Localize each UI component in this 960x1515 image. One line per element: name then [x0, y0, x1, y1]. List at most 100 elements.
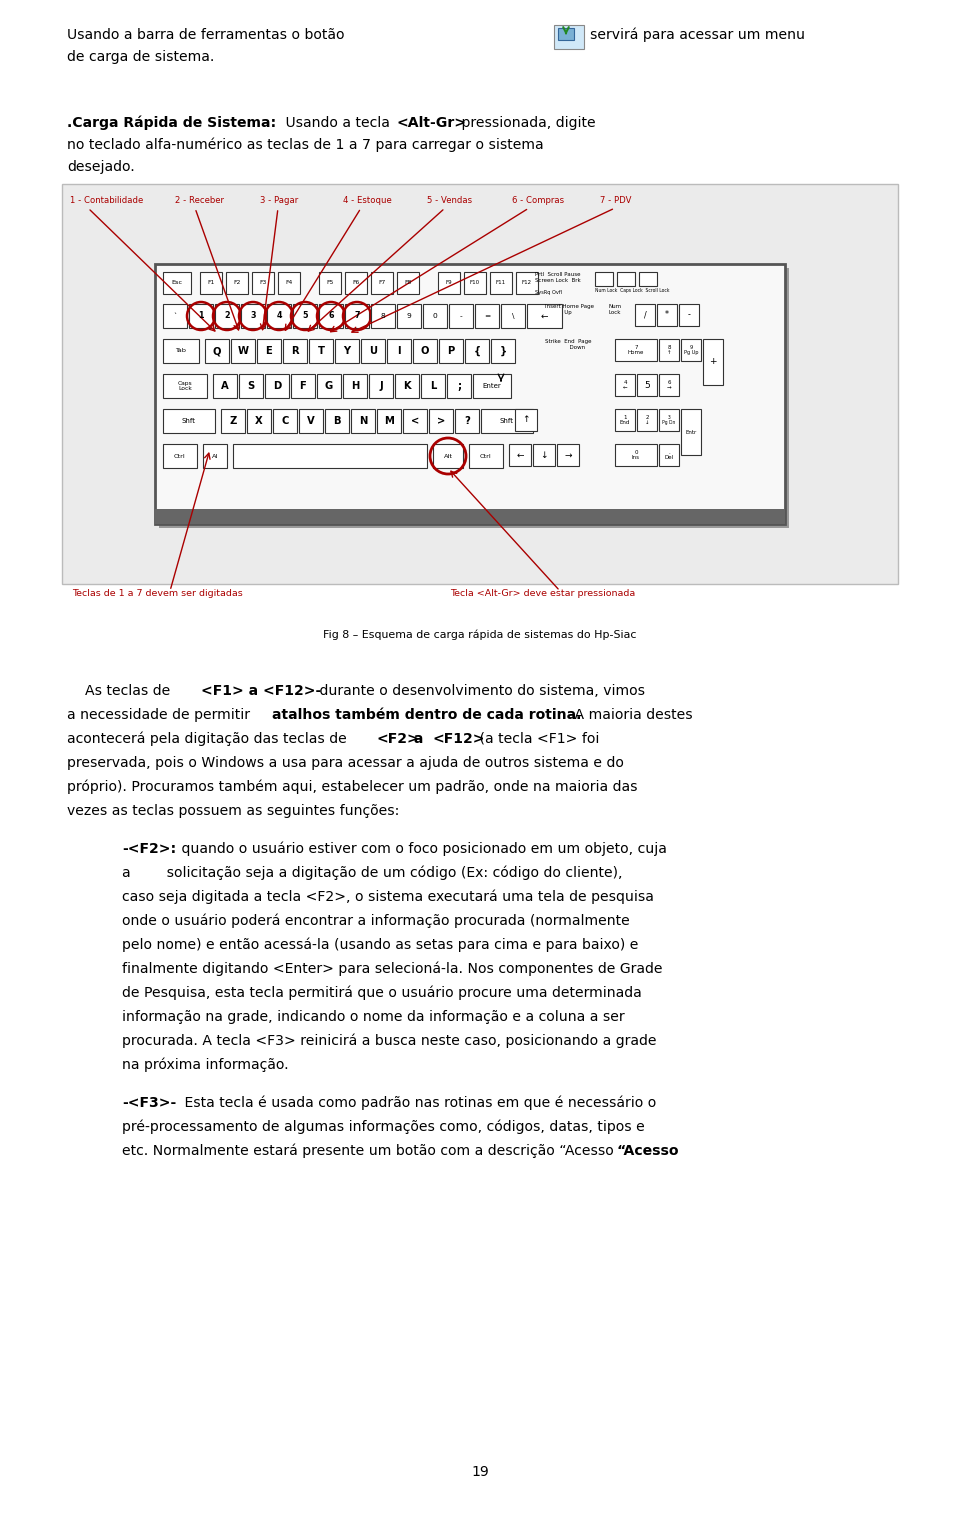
Text: Strike  End  Page
              Down: Strike End Page Down [545, 339, 591, 350]
Text: -<F3>-: -<F3>- [122, 1095, 177, 1110]
Bar [617, 273, 635, 286]
Text: Caps
Lock: Caps Lock [178, 380, 192, 391]
Bar [163, 374, 207, 398]
Text: 2
↓: 2 ↓ [645, 415, 649, 426]
Text: Usando a tecla: Usando a tecla [281, 117, 395, 130]
Text: K: K [403, 380, 411, 391]
Text: 3 - Pagar: 3 - Pagar [260, 195, 299, 205]
Bar [657, 305, 677, 326]
Text: próprio). Procuramos também aqui, estabelecer um padrão, onde na maioria das: próprio). Procuramos também aqui, estabe… [67, 780, 637, 794]
Text: /: / [643, 311, 646, 320]
Bar [490, 273, 512, 294]
Text: 5: 5 [644, 380, 650, 389]
Bar [278, 273, 300, 294]
Bar [369, 374, 393, 398]
Bar [464, 273, 486, 294]
Text: `: ` [173, 314, 177, 320]
Bar [681, 339, 701, 361]
Bar [371, 273, 393, 294]
Text: finalmente digitando <Enter> para selecioná-la. Nos componentes de Grade: finalmente digitando <Enter> para seleci… [122, 962, 662, 977]
Text: F: F [300, 380, 306, 391]
Text: 0
Ins: 0 Ins [632, 450, 640, 461]
Text: Z: Z [229, 417, 237, 426]
Bar [659, 409, 679, 430]
Text: 3: 3 [251, 312, 255, 321]
Bar [343, 374, 367, 398]
Text: →: → [564, 450, 572, 459]
Text: Esc: Esc [172, 280, 182, 285]
Text: acontecerá pela digitação das teclas de: acontecerá pela digitação das teclas de [67, 732, 351, 747]
Text: Shft: Shft [182, 418, 196, 424]
Bar [397, 273, 419, 294]
Text: M: M [384, 417, 394, 426]
Bar [215, 305, 239, 329]
Bar [257, 339, 281, 364]
Bar [163, 444, 197, 468]
Text: F6: F6 [352, 280, 360, 285]
Bar [293, 305, 317, 329]
Bar [481, 409, 533, 433]
Bar [267, 305, 291, 329]
Text: F11: F11 [496, 280, 506, 285]
Text: quando o usuário estiver com o foco posicionado em um objeto, cuja: quando o usuário estiver com o foco posi… [177, 842, 667, 856]
Bar [595, 273, 613, 286]
Bar [273, 409, 297, 433]
Text: T: T [318, 345, 324, 356]
Text: 4
←: 4 ← [623, 380, 627, 391]
Text: a: a [409, 732, 428, 745]
Text: 1
End: 1 End [620, 415, 630, 426]
Text: -: - [687, 311, 690, 320]
Bar [319, 273, 341, 294]
Bar [455, 409, 479, 433]
Text: Tecla <Alt-Gr> deve estar pressionada: Tecla <Alt-Gr> deve estar pressionada [450, 589, 636, 598]
Bar [163, 409, 215, 433]
Text: E: E [266, 345, 273, 356]
Text: Ctrl: Ctrl [174, 453, 186, 459]
Text: ←: ← [540, 312, 548, 321]
Bar [509, 444, 531, 467]
Bar [515, 409, 537, 430]
Text: onde o usuário poderá encontrar a informação procurada (normalmente: onde o usuário poderá encontrar a inform… [122, 914, 630, 929]
Bar [345, 305, 369, 329]
Text: 8
↑: 8 ↑ [666, 344, 671, 356]
Text: G: G [324, 380, 333, 391]
Text: pelo nome) e então acessá-la (usando as setas para cima e para baixo) e: pelo nome) e então acessá-la (usando as … [122, 938, 638, 953]
Text: Ctrl: Ctrl [480, 453, 492, 459]
Bar [615, 409, 635, 430]
Bar [233, 444, 427, 468]
Bar [226, 273, 248, 294]
Text: ↓: ↓ [540, 450, 548, 459]
Text: preservada, pois o Windows a usa para acessar a ajuda de outros sistema e do: preservada, pois o Windows a usa para ac… [67, 756, 624, 770]
Text: B: B [333, 417, 341, 426]
Text: 8: 8 [380, 314, 385, 320]
Text: a necessidade de permitir: a necessidade de permitir [67, 708, 254, 723]
Text: desejado.: desejado. [67, 161, 134, 174]
Text: 7: 7 [354, 312, 360, 321]
Bar [516, 273, 538, 294]
Text: D: D [273, 380, 281, 391]
Text: <F12>: <F12> [432, 732, 485, 745]
Text: 9: 9 [407, 314, 412, 320]
Bar [397, 305, 421, 329]
Text: =: = [484, 314, 491, 320]
Bar [615, 374, 635, 395]
Bar [615, 444, 657, 467]
Text: no teclado alfa-numérico as teclas de 1 a 7 para carregar o sistema: no teclado alfa-numérico as teclas de 1 … [67, 138, 543, 153]
Text: <F2>: <F2> [377, 732, 420, 745]
Text: H: H [350, 380, 359, 391]
Text: etc. Normalmente estará presente um botão com a descrição “Acesso: etc. Normalmente estará presente um botã… [122, 1144, 613, 1159]
Bar [309, 339, 333, 364]
Text: 9
Pg Up: 9 Pg Up [684, 344, 698, 356]
Text: ←: ← [516, 450, 524, 459]
Bar [317, 374, 341, 398]
Text: 1 - Contabilidade: 1 - Contabilidade [70, 195, 143, 205]
Text: 4: 4 [276, 312, 281, 321]
Text: (a tecla <F1> foi: (a tecla <F1> foi [475, 732, 599, 745]
Bar [361, 339, 385, 364]
Bar [213, 374, 237, 398]
Text: W: W [237, 345, 249, 356]
Bar [265, 374, 289, 398]
Bar [469, 444, 503, 468]
Bar [325, 409, 349, 433]
Text: 19: 19 [471, 1465, 489, 1479]
